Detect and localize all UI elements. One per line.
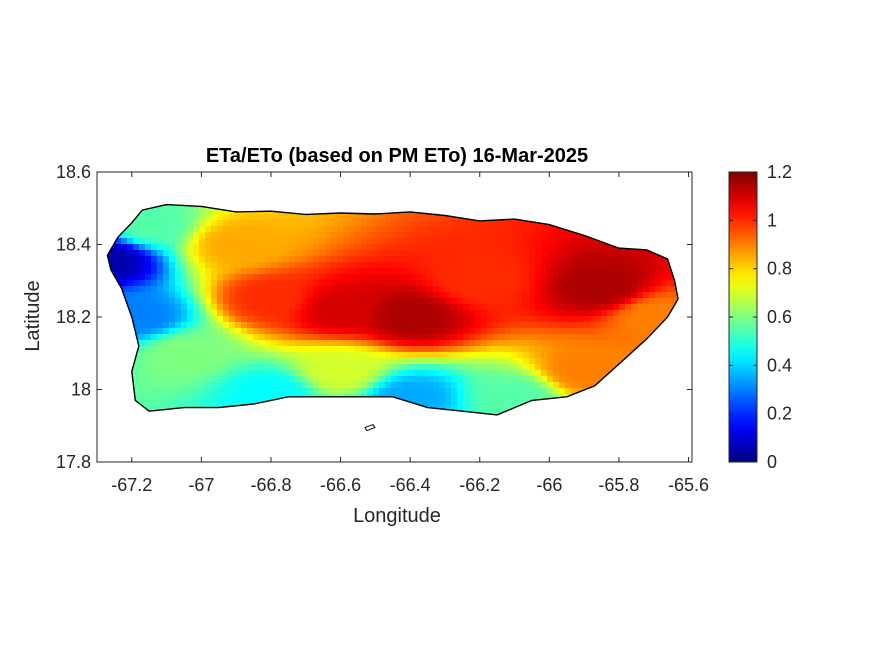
x-tick-label: -66.4 [390,475,431,495]
colorbar-tick-label: 0.4 [767,355,792,375]
colorbar-tick-label: 1 [767,210,777,230]
x-tick-label: -66.6 [320,475,361,495]
y-tick-label: 18.2 [56,307,91,327]
x-tick-label: -66 [536,475,562,495]
x-tick-label: -66.8 [250,475,291,495]
offshore-islet [364,423,376,432]
colorbar: 0 0.2 0.4 0.6 0.8 1 1.2 [728,162,792,472]
y-axis-label: Latitude [22,280,44,351]
x-tick-label: -65.8 [598,475,639,495]
colorbar-tick-label: 1.2 [767,162,792,182]
map-plot-area: -67.2 -67 -66.8 -66.6 -66.4 -66.2 -66 -65.8 -65.… [56,162,709,495]
x-tick-label: -65.6 [668,475,709,495]
x-tick-label: -67 [188,475,214,495]
y-tick-label: 18.6 [56,162,91,182]
x-tick-label: -66.2 [459,475,500,495]
colorbar-gradient [728,171,758,463]
colorbar-tick-label: 0.6 [767,307,792,327]
y-tick-label: 18.4 [56,235,91,255]
x-tick-label: -67.2 [111,475,152,495]
region-outline [106,203,679,416]
colorbar-tick-label: 0.8 [767,259,792,279]
colorbar-tick-label: 0.2 [767,404,792,424]
y-tick-label: 18 [71,380,91,400]
y-tick-label: 17.8 [56,452,91,472]
colorbar-tick-label: 0 [767,452,777,472]
x-axis-label: Longitude [353,505,441,527]
chart-title: ETa/ETo (based on PM ETo) 16-Mar-2025 [206,145,588,167]
